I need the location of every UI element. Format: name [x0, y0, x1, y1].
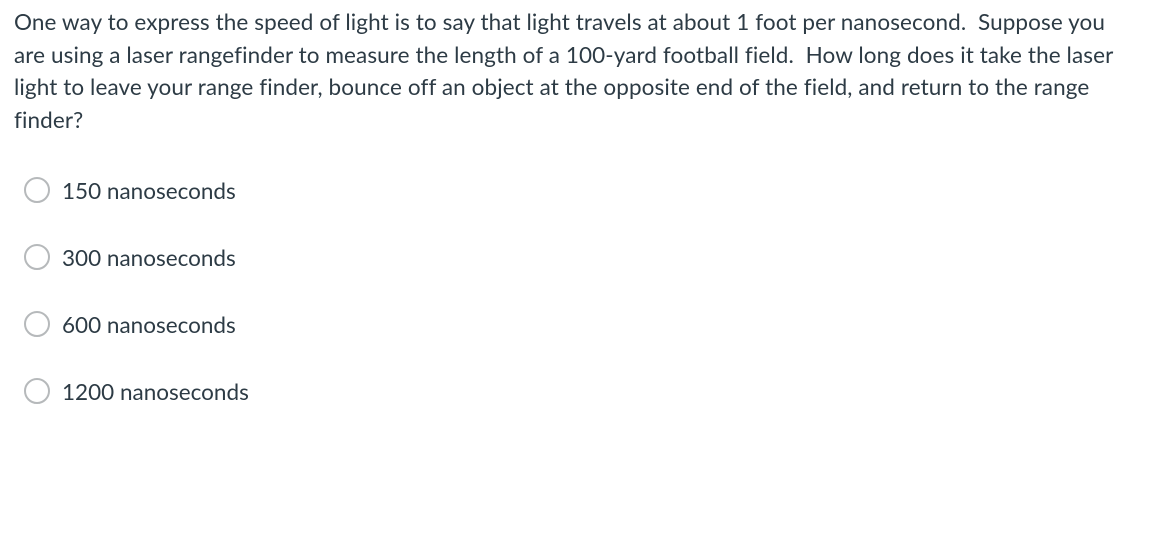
radio-icon[interactable]: [24, 244, 50, 270]
option-row[interactable]: 600 nanoseconds: [24, 311, 1135, 338]
option-label: 300 nanoseconds: [62, 244, 236, 271]
option-row[interactable]: 300 nanoseconds: [24, 244, 1135, 271]
option-row[interactable]: 150 nanoseconds: [24, 177, 1135, 204]
question-text: One way to express the speed of light is…: [14, 6, 1135, 137]
option-label: 150 nanoseconds: [62, 177, 236, 204]
option-label: 600 nanoseconds: [62, 311, 236, 338]
options-list: 150 nanoseconds 300 nanoseconds 600 nano…: [14, 177, 1135, 405]
radio-icon[interactable]: [24, 378, 50, 404]
question-container: One way to express the speed of light is…: [0, 0, 1149, 455]
option-label: 1200 nanoseconds: [62, 378, 249, 405]
option-row[interactable]: 1200 nanoseconds: [24, 378, 1135, 405]
radio-icon[interactable]: [24, 311, 50, 337]
radio-icon[interactable]: [24, 177, 50, 203]
